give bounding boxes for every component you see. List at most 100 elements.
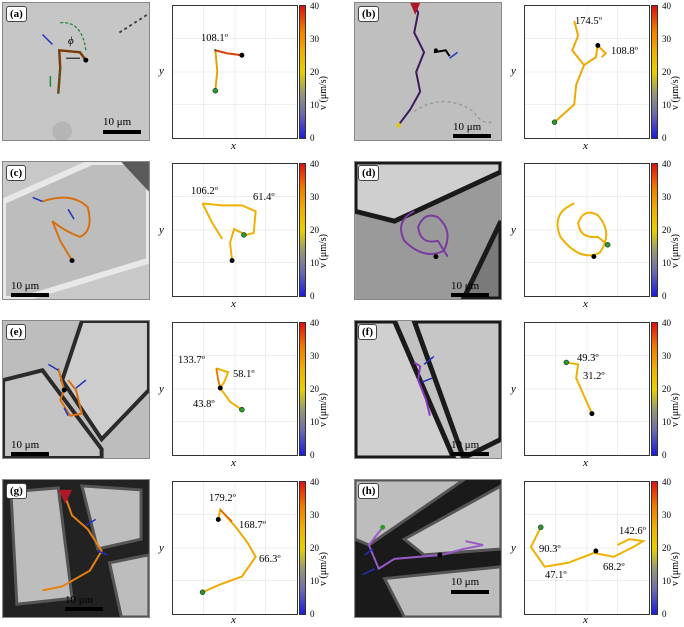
plot-f-svg — [525, 323, 649, 455]
colorbar-label: v (μm/s) — [318, 234, 329, 268]
colorbar-tick: 0 — [310, 133, 315, 143]
x-axis-label: x — [583, 140, 588, 152]
trajectory-g-image — [3, 480, 149, 617]
colorbar-tick: 40 — [662, 477, 671, 487]
colorbar-tick: 20 — [662, 543, 671, 553]
angle-label: 90.3º — [539, 544, 561, 555]
colorbar-tick: 30 — [310, 192, 319, 202]
angle-label: 68.2º — [603, 562, 625, 573]
colorbar-label: v (μm/s) — [670, 393, 681, 427]
trajectory-a-image — [3, 3, 149, 140]
colorbar-tick: 20 — [310, 543, 319, 553]
trajectory-c-image — [3, 162, 149, 299]
x-axis-label: x — [583, 614, 588, 626]
colorbar-tick: 20 — [310, 67, 319, 77]
colorbar-tick: 40 — [310, 1, 319, 11]
photo-panel-f: (f) 10 μm — [354, 320, 502, 459]
colorbar-tick: 10 — [662, 417, 671, 427]
plot-b-svg — [525, 6, 649, 138]
colorbar-tick: 10 — [662, 100, 671, 110]
angle-label: 58.1º — [233, 369, 255, 380]
colorbar-tick: 0 — [310, 450, 315, 460]
colorbar-tick: 20 — [662, 67, 671, 77]
trajectory-h-image — [355, 480, 501, 617]
colorbar-label: v (μm/s) — [670, 234, 681, 268]
y-axis-label: y — [511, 383, 516, 395]
scale-bar-h — [451, 590, 489, 594]
scale-bar-a — [103, 130, 141, 134]
colorbar — [651, 5, 658, 139]
panel-label-b: (b) — [358, 6, 380, 22]
angle-label: 106.2º — [191, 186, 218, 197]
plot-d-svg — [525, 164, 649, 296]
scale-label-f: 10 μm — [451, 439, 480, 451]
photo-panel-d: (d) 10 μm — [354, 161, 502, 300]
plot-d — [524, 163, 650, 297]
x-axis-label: x — [231, 140, 236, 152]
scale-bar-g — [65, 607, 103, 611]
angle-label: 108.1º — [201, 33, 228, 44]
angle-label: 179.2º — [209, 493, 236, 504]
plot-a-svg — [173, 6, 297, 138]
trajectory-d-image — [355, 162, 501, 299]
colorbar-tick: 0 — [662, 291, 667, 301]
angle-label: 61.4º — [253, 192, 275, 203]
scale-label-c: 10 μm — [11, 280, 40, 292]
colorbar-tick: 0 — [310, 609, 315, 619]
photo-panel-b: (b) 10 μm — [354, 2, 502, 141]
colorbar-tick: 10 — [662, 576, 671, 586]
panel-label-f: (f) — [358, 324, 377, 340]
x-axis-label: x — [583, 298, 588, 310]
colorbar-tick: 40 — [662, 318, 671, 328]
colorbar-tick: 40 — [662, 159, 671, 169]
colorbar-tick: 30 — [662, 351, 671, 361]
colorbar-tick: 20 — [310, 225, 319, 235]
colorbar-tick: 20 — [310, 384, 319, 394]
x-axis-label: x — [231, 298, 236, 310]
angle-label: 31.2º — [583, 371, 605, 382]
angle-label: 108.8º — [611, 46, 638, 57]
plot-e-svg — [173, 323, 297, 455]
angle-label: 49.3º — [577, 353, 599, 364]
colorbar-tick: 40 — [310, 318, 319, 328]
angle-label: 47.1º — [545, 570, 567, 581]
photo-panel-g: (g) 10 μm — [2, 479, 150, 618]
angle-label: 66.3º — [259, 554, 281, 565]
plot-h-svg — [525, 482, 649, 614]
colorbar-tick: 40 — [310, 159, 319, 169]
plot-g: 179.2º 168.7º 66.3º — [172, 481, 298, 615]
plot-c-svg — [173, 164, 297, 296]
trajectory-b-image — [355, 3, 501, 140]
angle-label: 174.5º — [575, 16, 602, 27]
panel-label-d: (d) — [358, 165, 380, 181]
colorbar — [299, 163, 306, 297]
y-axis-label: y — [511, 65, 516, 77]
colorbar-tick: 40 — [662, 1, 671, 11]
colorbar-tick: 10 — [662, 258, 671, 268]
angle-label: 168.7º — [239, 520, 266, 531]
y-axis-label: y — [511, 542, 516, 554]
y-axis-label: y — [159, 383, 164, 395]
colorbar — [651, 481, 658, 615]
colorbar-tick: 30 — [310, 510, 319, 520]
scale-label-h: 10 μm — [451, 576, 480, 588]
panel-label-a: (a) — [6, 6, 27, 22]
scale-bar-d — [451, 293, 489, 297]
panel-label-g: (g) — [6, 483, 27, 499]
colorbar-tick: 10 — [310, 417, 319, 427]
colorbar-tick: 10 — [310, 576, 319, 586]
colorbar — [299, 5, 306, 139]
plot-f: 49.3º 31.2º — [524, 322, 650, 456]
colorbar-tick: 30 — [662, 34, 671, 44]
colorbar-label: v (μm/s) — [670, 552, 681, 586]
photo-panel-h: (h) 10 μm — [354, 479, 502, 618]
colorbar-label: v (μm/s) — [670, 76, 681, 110]
colorbar-tick: 0 — [662, 450, 667, 460]
colorbar-tick: 30 — [310, 34, 319, 44]
scale-label-b: 10 μm — [453, 121, 482, 133]
plot-e: 133.7º 58.1º 43.8º — [172, 322, 298, 456]
plot-h: 142.6º 90.3º 68.2º 47.1º — [524, 481, 650, 615]
colorbar-tick: 20 — [662, 384, 671, 394]
angle-label: 133.7º — [178, 355, 205, 366]
colorbar — [651, 163, 658, 297]
